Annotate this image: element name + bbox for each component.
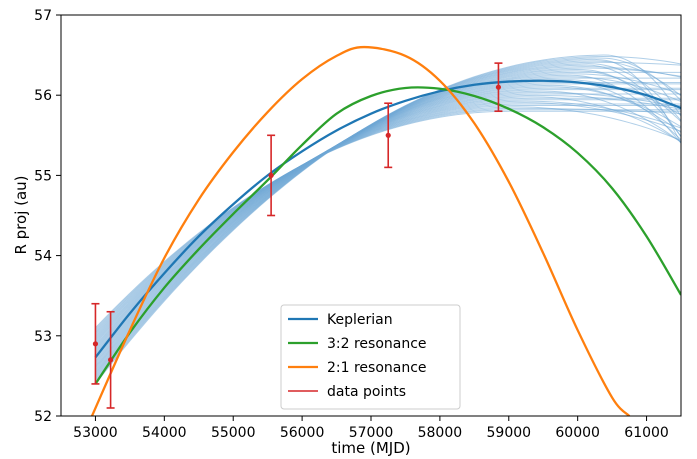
x-tick-label: 58000 — [418, 425, 463, 441]
x-tick-label: 61000 — [624, 425, 669, 441]
legend-label: data points — [327, 384, 406, 400]
legend: Keplerian 3:2 resonance 2:1 resonance data … — [280, 304, 461, 410]
legend-item: 3:2 resonance — [288, 336, 427, 352]
x-axis-ticks: 53000 54000 55000 56000 57000 58000 59000 60000… — [73, 416, 669, 441]
data-point — [494, 62, 503, 113]
y-tick-label: 53 — [34, 329, 52, 345]
legend-item: data points — [288, 384, 406, 400]
legend-item: 2:1 resonance — [288, 360, 427, 376]
data-point-marker — [495, 84, 502, 90]
data-point-marker — [268, 172, 274, 178]
series-line-3-2-resonance — [94, 86, 681, 385]
data-point — [384, 102, 393, 169]
y-tick-label: 56 — [34, 88, 52, 104]
x-tick-label: 53000 — [73, 425, 118, 441]
data-point-marker — [108, 357, 114, 363]
y-tick-label: 52 — [34, 409, 52, 425]
y-axis-ticks: 52 53 54 55 56 57 — [34, 8, 61, 425]
x-tick-label: 60000 — [555, 425, 600, 441]
legend-label: 3:2 resonance — [327, 336, 427, 352]
data-point-marker — [385, 132, 391, 138]
x-tick-label: 54000 — [142, 425, 187, 441]
data-point-marker — [92, 341, 99, 347]
legend-label: Keplerian — [327, 312, 393, 328]
x-tick-label: 57000 — [349, 425, 394, 441]
y-axis-label: R proj (au) — [12, 175, 30, 254]
legend-item: Keplerian — [288, 312, 393, 328]
series-line-2-1-resonance — [90, 45, 631, 416]
legend-label: 2:1 resonance — [327, 360, 427, 376]
x-axis-label: time (MJD) — [331, 439, 410, 457]
y-tick-label: 55 — [34, 168, 52, 184]
data-point — [91, 302, 100, 385]
y-tick-label: 57 — [34, 8, 52, 24]
x-tick-label: 55000 — [211, 425, 256, 441]
x-tick-label: 56000 — [280, 425, 325, 441]
data-point — [106, 310, 115, 409]
x-tick-label: 59000 — [487, 425, 532, 441]
data-point — [267, 134, 276, 217]
legend-box — [280, 304, 461, 410]
y-tick-label: 54 — [34, 249, 52, 265]
data-points-layer — [91, 62, 503, 409]
